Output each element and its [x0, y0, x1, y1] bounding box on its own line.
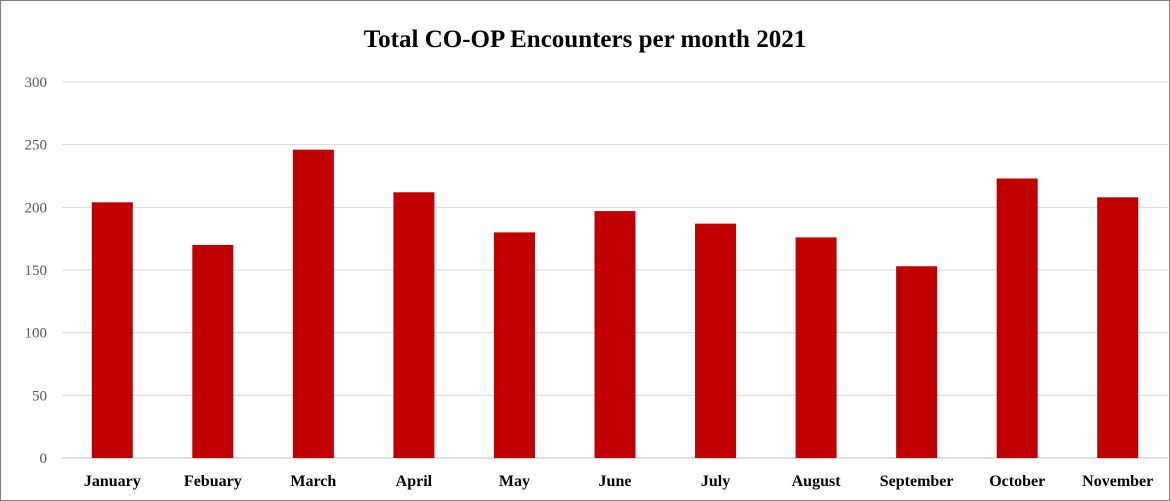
y-tick-label: 150: [25, 263, 48, 279]
x-category-label: Febuary: [184, 473, 242, 490]
y-tick-label: 300: [25, 75, 48, 91]
x-category-label: November: [1082, 473, 1153, 490]
x-category-label: January: [84, 473, 141, 490]
y-tick-label: 50: [32, 388, 47, 404]
bar-april: [393, 192, 435, 458]
x-category-label: August: [792, 473, 842, 490]
bar-august: [795, 237, 837, 458]
bar-october: [996, 178, 1038, 459]
bar-may: [493, 232, 535, 458]
y-tick-label: 200: [25, 200, 48, 216]
bar-july: [695, 223, 737, 458]
bar-march: [292, 149, 334, 458]
bar-november: [1097, 197, 1139, 458]
x-category-label: May: [499, 473, 530, 490]
bar-january: [91, 202, 133, 458]
bar-september: [896, 266, 938, 458]
chart-title: Total CO-OP Encounters per month 2021: [363, 26, 807, 53]
y-tick-label: 250: [25, 138, 48, 154]
x-category-label: June: [599, 473, 632, 490]
y-tick-label: 0: [40, 451, 48, 467]
x-category-label: April: [396, 473, 433, 490]
y-tick-label: 100: [25, 326, 48, 342]
x-axis-categories: January Febuary March April May June July Augus…: [84, 473, 1153, 490]
y-axis-ticks: 0 50 100 150 200 250 300: [25, 75, 48, 467]
x-category-label: October: [989, 473, 1045, 490]
x-category-label: September: [880, 473, 954, 490]
x-category-label: July: [701, 473, 730, 490]
bar-febuary: [192, 244, 234, 458]
x-category-label: March: [290, 473, 336, 490]
bar-june: [594, 211, 636, 458]
bars: [91, 149, 1139, 459]
